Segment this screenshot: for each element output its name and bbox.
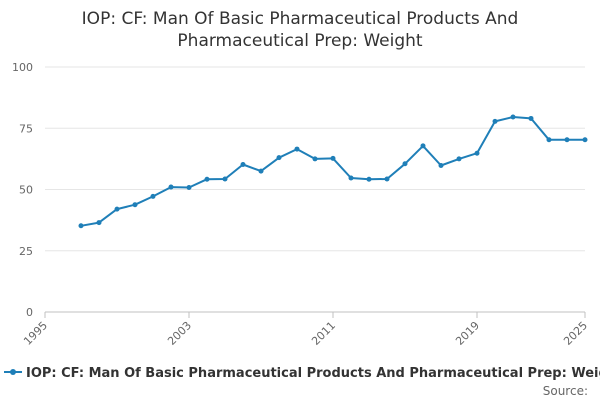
y-tick-label-75: 75	[19, 122, 33, 135]
x-tick-label-2025: 2025	[561, 319, 590, 348]
data-point-2020	[492, 118, 498, 124]
data-point-2014	[384, 176, 390, 182]
x-tick-label-1995: 1995	[21, 319, 50, 348]
data-point-2023	[546, 137, 552, 143]
legend[interactable]: IOP: CF: Man Of Basic Pharmaceutical Pro…	[4, 366, 600, 381]
data-point-1998	[96, 220, 102, 226]
y-axis: 0 25 50 75 100	[12, 61, 33, 319]
y-tick-label-25: 25	[19, 245, 33, 258]
legend-label: IOP: CF: Man Of Basic Pharmaceutical Pro…	[26, 366, 600, 381]
y-tick-label-0: 0	[26, 306, 33, 319]
data-point-2001	[150, 193, 156, 199]
x-axis: 1995 2003 2011 2019 2025	[21, 312, 590, 348]
data-point-2019	[474, 150, 480, 156]
data-point-2025	[582, 137, 588, 143]
data-point-1999	[114, 206, 120, 212]
data-point-2010	[312, 156, 318, 162]
data-point-2000	[132, 202, 138, 208]
chart-title-line-2: Pharmaceutical Prep: Weight	[177, 31, 422, 51]
data-point-2013	[366, 176, 372, 182]
data-point-2021	[510, 114, 516, 120]
data-point-2016	[420, 143, 426, 149]
data-point-2024	[564, 137, 570, 143]
source-label: Source:	[543, 384, 588, 398]
grid-lines	[45, 66, 585, 313]
data-point-2002	[168, 184, 174, 190]
data-point-2004	[204, 176, 210, 182]
x-tick-label-2019: 2019	[453, 319, 482, 348]
data-point-2003	[186, 185, 192, 191]
series-group	[78, 114, 588, 229]
x-tick-label-2003: 2003	[165, 319, 194, 348]
series-line-0	[80, 116, 585, 227]
data-point-2022	[528, 115, 534, 121]
y-tick-label-50: 50	[19, 184, 33, 197]
data-point-2006	[240, 162, 246, 168]
y-tick-label-100: 100	[12, 61, 33, 74]
chart-title-line-1: IOP: CF: Man Of Basic Pharmaceutical Pro…	[82, 9, 519, 29]
legend-swatch-marker	[10, 369, 16, 375]
data-point-2012	[348, 175, 354, 181]
data-point-1997	[78, 223, 84, 229]
x-tick-label-2011: 2011	[309, 319, 338, 348]
data-point-2009	[294, 146, 300, 152]
data-point-2008	[276, 155, 282, 161]
data-point-2017	[438, 162, 444, 168]
data-point-2007	[258, 168, 264, 174]
data-point-2011	[330, 155, 336, 161]
data-point-2015	[402, 161, 408, 167]
data-point-2018	[456, 156, 462, 162]
data-point-2005	[222, 176, 228, 182]
